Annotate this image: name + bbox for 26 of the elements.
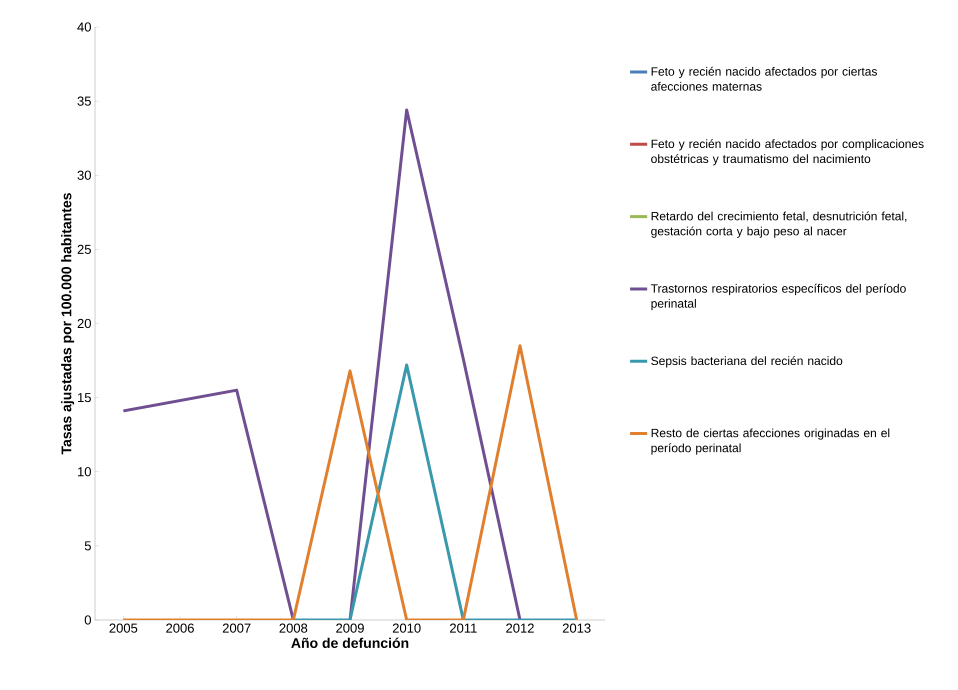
y-tick-label: 10	[78, 467, 91, 476]
legend-label: Feto y recién nacido afectados por ciertas afecciones maternas	[651, 66, 877, 91]
legend-label: Retardo del crecimiento fetal, desnutrición fetal, gestación corta y bajo peso al nacer	[651, 211, 906, 238]
x-tick-label: 2007	[222, 624, 250, 633]
y-tick-label: 20	[78, 318, 91, 328]
x-tick-label: 2009	[336, 624, 364, 633]
y-tick-label: 15	[78, 393, 91, 402]
x-tick-label: 2010	[392, 624, 421, 633]
x-tick-label: 2012	[506, 624, 534, 633]
legend-label: Sepsis bacteriana del recién nacido	[651, 356, 842, 368]
y-tick-label: 35	[78, 96, 91, 106]
y-tick-label: 25	[78, 244, 91, 254]
x-tick-label: 2005	[110, 624, 138, 633]
y-tick-label: 40	[77, 22, 91, 32]
legend-label: Resto de ciertas afecciones originadas en el período perinatal	[651, 428, 890, 455]
legend-label: Trastornos respiratorios específicos del período perinatal	[650, 284, 906, 310]
y-tick-label: 5	[84, 541, 91, 550]
y-tick-label: 30	[78, 170, 91, 180]
legend-label: Feto y recién nacido afectados por complicaciones obstétricas y traumatismo del nacimiento	[651, 139, 924, 166]
x-tick-label: 2011	[450, 624, 477, 633]
x-tick-label: 2006	[166, 624, 194, 633]
y-tick-label: 0	[84, 615, 91, 625]
x-axis-title: Año de defunción	[291, 638, 408, 648]
x-tick-label: 2013	[562, 624, 591, 633]
x-tick-label: 2008	[280, 624, 308, 633]
y-axis-title: Tasas ajustadas por 100.000 habitantes	[61, 193, 74, 454]
